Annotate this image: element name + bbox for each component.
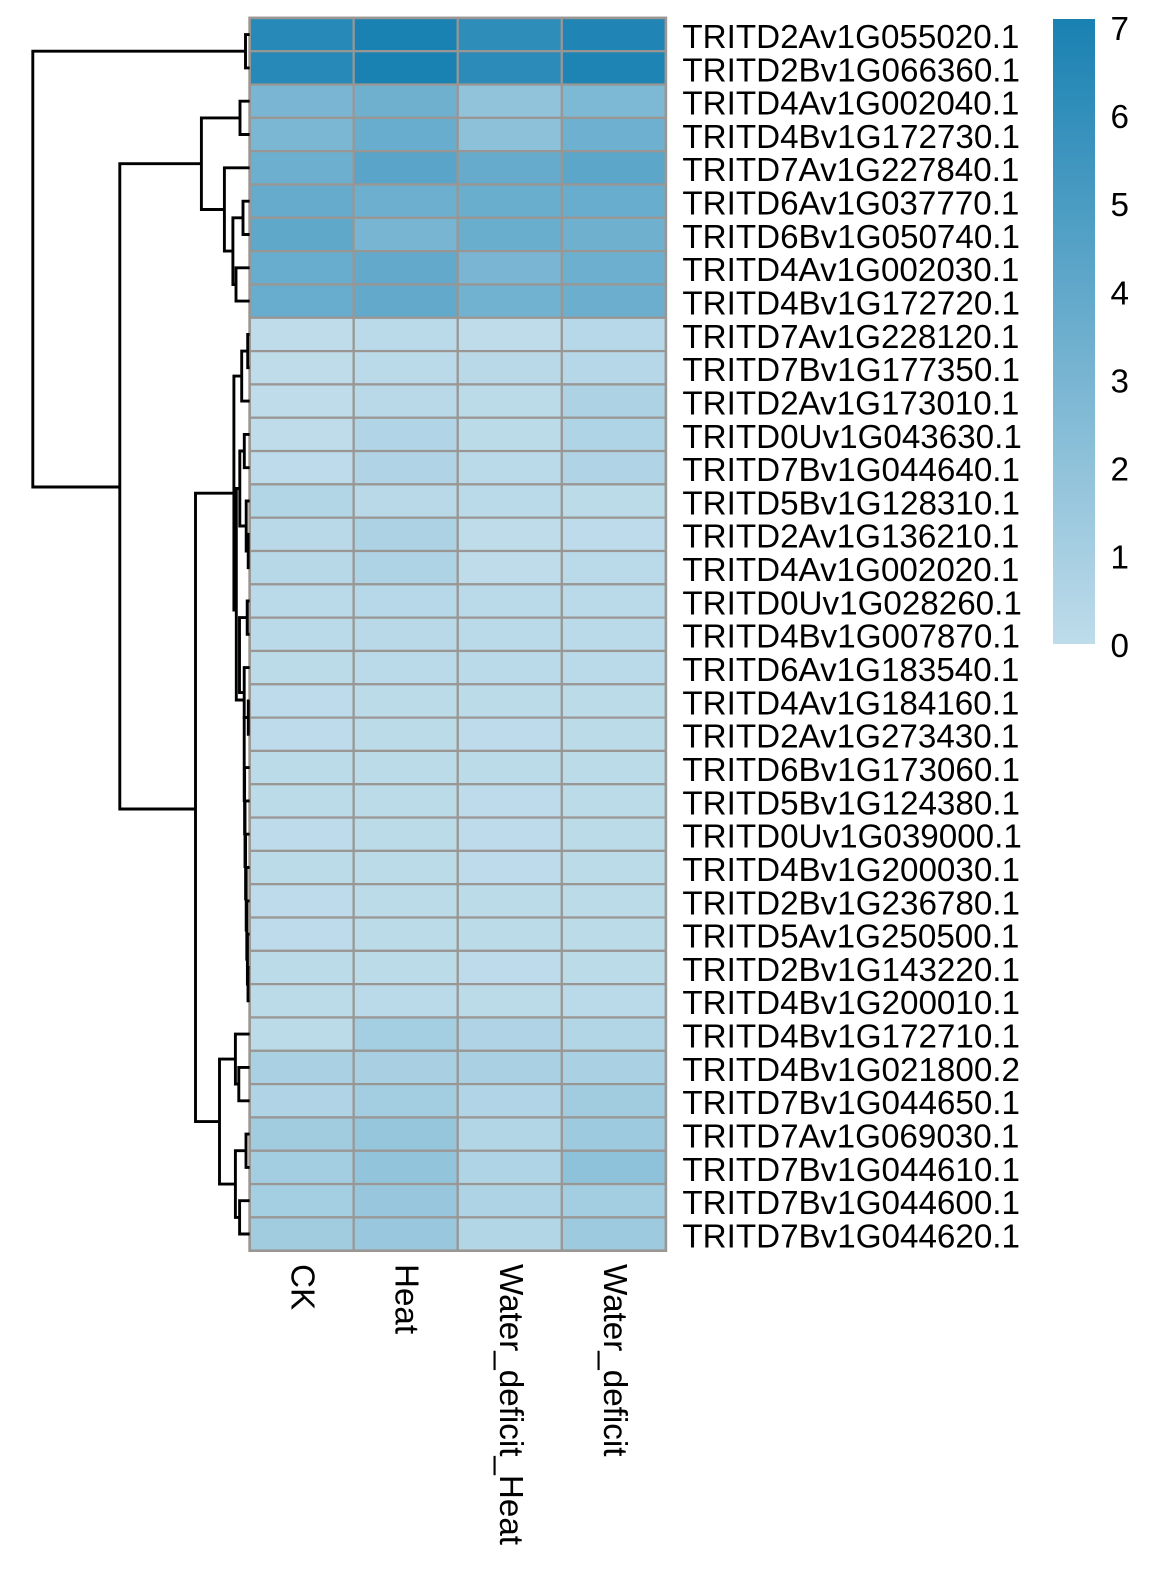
svg-text:2: 2 xyxy=(1111,452,1129,489)
svg-text:TRITD0Uv1G039000.1: TRITD0Uv1G039000.1 xyxy=(682,819,1021,856)
svg-text:TRITD5Bv1G128310.1: TRITD5Bv1G128310.1 xyxy=(682,485,1020,522)
svg-text:TRITD2Av1G055020.1: TRITD2Av1G055020.1 xyxy=(682,19,1019,56)
svg-text:TRITD7Bv1G044650.1: TRITD7Bv1G044650.1 xyxy=(682,1085,1020,1122)
svg-text:Water_deficit: Water_deficit xyxy=(596,1264,633,1456)
svg-text:TRITD7Bv1G044640.1: TRITD7Bv1G044640.1 xyxy=(682,452,1020,489)
svg-text:Heat: Heat xyxy=(388,1264,425,1334)
svg-text:TRITD4Av1G002040.1: TRITD4Av1G002040.1 xyxy=(682,86,1019,123)
svg-text:TRITD7Av1G069030.1: TRITD7Av1G069030.1 xyxy=(682,1119,1019,1156)
svg-text:TRITD6Av1G037770.1: TRITD6Av1G037770.1 xyxy=(682,186,1019,223)
svg-text:TRITD6Av1G183540.1: TRITD6Av1G183540.1 xyxy=(682,652,1019,689)
svg-text:TRITD4Bv1G200010.1: TRITD4Bv1G200010.1 xyxy=(682,985,1020,1022)
svg-text:TRITD7Av1G227840.1: TRITD7Av1G227840.1 xyxy=(682,152,1019,189)
svg-text:TRITD5Av1G250500.1: TRITD5Av1G250500.1 xyxy=(682,919,1019,956)
svg-text:TRITD4Bv1G021800.2: TRITD4Bv1G021800.2 xyxy=(682,1052,1020,1089)
svg-text:1: 1 xyxy=(1111,540,1129,577)
svg-text:TRITD0Uv1G043630.1: TRITD0Uv1G043630.1 xyxy=(682,419,1021,456)
svg-text:TRITD0Uv1G028260.1: TRITD0Uv1G028260.1 xyxy=(682,585,1021,622)
svg-text:TRITD7Av1G228120.1: TRITD7Av1G228120.1 xyxy=(682,319,1019,356)
svg-text:CK: CK xyxy=(284,1264,321,1310)
svg-text:TRITD5Bv1G124380.1: TRITD5Bv1G124380.1 xyxy=(682,785,1020,822)
svg-text:TRITD4Av1G002020.1: TRITD4Av1G002020.1 xyxy=(682,552,1019,589)
svg-text:TRITD6Bv1G173060.1: TRITD6Bv1G173060.1 xyxy=(682,752,1020,789)
svg-text:TRITD4Av1G184160.1: TRITD4Av1G184160.1 xyxy=(682,685,1019,722)
svg-text:Water_deficit_Heat: Water_deficit_Heat xyxy=(492,1264,529,1545)
svg-text:TRITD7Bv1G044610.1: TRITD7Bv1G044610.1 xyxy=(682,1152,1020,1189)
svg-text:7: 7 xyxy=(1111,11,1129,48)
svg-text:TRITD4Bv1G172730.1: TRITD4Bv1G172730.1 xyxy=(682,119,1020,156)
svg-text:TRITD7Bv1G177350.1: TRITD7Bv1G177350.1 xyxy=(682,352,1020,389)
svg-text:TRITD4Bv1G172720.1: TRITD4Bv1G172720.1 xyxy=(682,286,1020,323)
svg-text:4: 4 xyxy=(1111,275,1129,312)
svg-text:TRITD4Bv1G007870.1: TRITD4Bv1G007870.1 xyxy=(682,619,1020,656)
svg-text:TRITD2Bv1G143220.1: TRITD2Bv1G143220.1 xyxy=(682,952,1020,989)
svg-text:TRITD2Av1G173010.1: TRITD2Av1G173010.1 xyxy=(682,386,1019,423)
svg-text:0: 0 xyxy=(1111,628,1129,665)
svg-text:TRITD2Av1G273430.1: TRITD2Av1G273430.1 xyxy=(682,719,1019,756)
svg-text:TRITD4Av1G002030.1: TRITD4Av1G002030.1 xyxy=(682,252,1019,289)
svg-text:TRITD7Bv1G044620.1: TRITD7Bv1G044620.1 xyxy=(682,1218,1020,1255)
svg-text:TRITD4Bv1G200030.1: TRITD4Bv1G200030.1 xyxy=(682,852,1020,889)
svg-text:TRITD4Bv1G172710.1: TRITD4Bv1G172710.1 xyxy=(682,1019,1020,1056)
svg-text:TRITD2Bv1G236780.1: TRITD2Bv1G236780.1 xyxy=(682,885,1020,922)
svg-text:6: 6 xyxy=(1111,99,1129,136)
svg-text:TRITD2Bv1G066360.1: TRITD2Bv1G066360.1 xyxy=(682,52,1020,89)
svg-text:TRITD7Bv1G044600.1: TRITD7Bv1G044600.1 xyxy=(682,1185,1020,1222)
svg-text:TRITD6Bv1G050740.1: TRITD6Bv1G050740.1 xyxy=(682,219,1020,256)
svg-text:TRITD2Av1G136210.1: TRITD2Av1G136210.1 xyxy=(682,519,1019,556)
svg-text:5: 5 xyxy=(1111,187,1129,224)
svg-text:3: 3 xyxy=(1111,364,1129,401)
